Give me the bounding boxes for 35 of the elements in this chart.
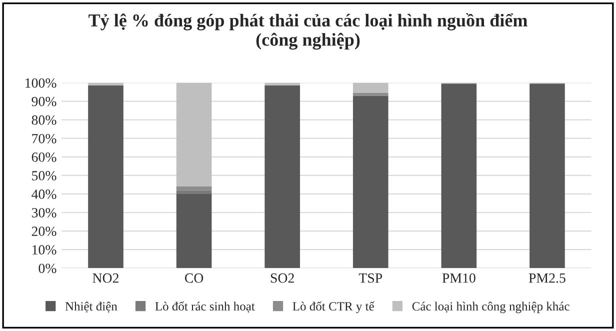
bar — [530, 84, 565, 268]
y-tick-label: 40% — [32, 190, 56, 199]
x-tick-label: PM2.5 — [528, 273, 566, 283]
bar — [88, 82, 124, 86]
y-tick-label: 50% — [32, 171, 56, 180]
bar — [264, 86, 300, 268]
y-tick-label: 30% — [32, 208, 56, 218]
y-tick-label: 70% — [32, 134, 56, 144]
bar — [352, 92, 388, 96]
bar — [352, 82, 388, 93]
y-tick-label: 60% — [32, 152, 56, 162]
x-tick-label: PM10 — [442, 273, 476, 283]
y-tick-label: 10% — [32, 245, 56, 255]
bar — [176, 194, 212, 268]
y-tick-label: 20% — [32, 226, 56, 236]
y-tick-label: 90% — [32, 96, 56, 106]
y-tick-label: 80% — [32, 115, 56, 125]
chart-title: Tỷ lệ % đóng góp phát thải của các loại hình nguồn điểm (công nghiệp) — [88, 13, 528, 50]
y-tick-label: 0% — [38, 264, 56, 274]
bar — [176, 190, 212, 194]
bar — [352, 96, 388, 268]
bar — [441, 84, 477, 268]
legend-label: Lò đốt CTR y tế — [292, 301, 375, 314]
legend-label: Các loại hình công nghiệp khác — [412, 302, 570, 314]
legend-label: Lò đốt rác sinh hoạt — [155, 301, 255, 312]
y-tick-label: 100% — [26, 78, 56, 88]
x-tick-label: CO — [184, 273, 204, 283]
bar — [88, 86, 124, 268]
x-tick-label: NO2 — [92, 273, 118, 283]
legend-label: Nhiệt điện — [65, 302, 118, 312]
bar — [176, 82, 212, 187]
x-tick-label: TSP — [358, 273, 382, 283]
bar — [176, 186, 212, 190]
bar — [264, 82, 300, 86]
x-tick-label: SO2 — [270, 273, 294, 283]
